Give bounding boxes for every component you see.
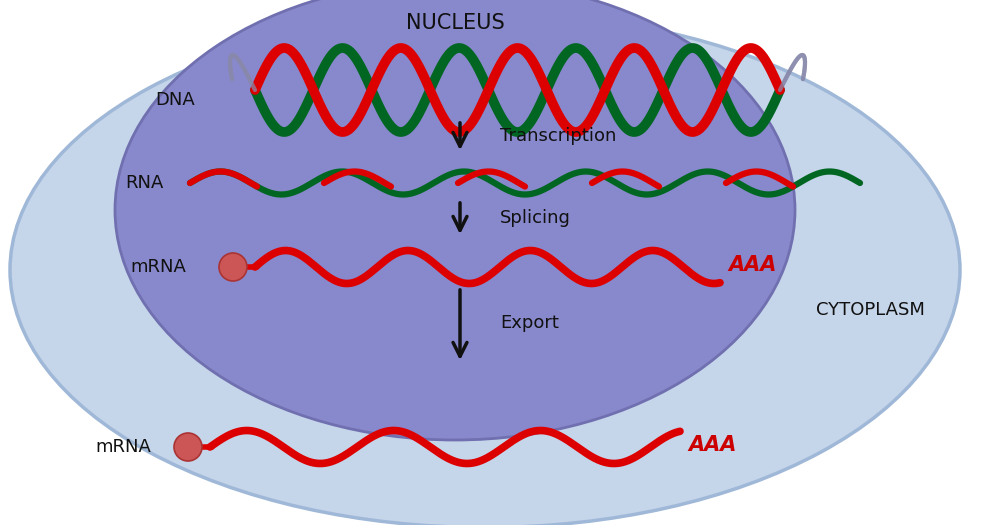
Text: mRNA: mRNA bbox=[130, 258, 186, 276]
Circle shape bbox=[174, 433, 202, 461]
Circle shape bbox=[219, 253, 247, 281]
Text: CYTOPLASM: CYTOPLASM bbox=[816, 301, 924, 319]
Text: AAA: AAA bbox=[688, 435, 736, 455]
Text: NUCLEUS: NUCLEUS bbox=[406, 13, 504, 33]
Text: Transcription: Transcription bbox=[500, 127, 616, 145]
Text: Splicing: Splicing bbox=[500, 209, 571, 227]
Text: RNA: RNA bbox=[125, 174, 163, 192]
Ellipse shape bbox=[10, 13, 960, 525]
Text: DNA: DNA bbox=[155, 91, 195, 109]
Text: mRNA: mRNA bbox=[95, 438, 151, 456]
Text: AAA: AAA bbox=[728, 255, 776, 275]
Ellipse shape bbox=[115, 0, 795, 440]
Text: Export: Export bbox=[500, 314, 559, 332]
